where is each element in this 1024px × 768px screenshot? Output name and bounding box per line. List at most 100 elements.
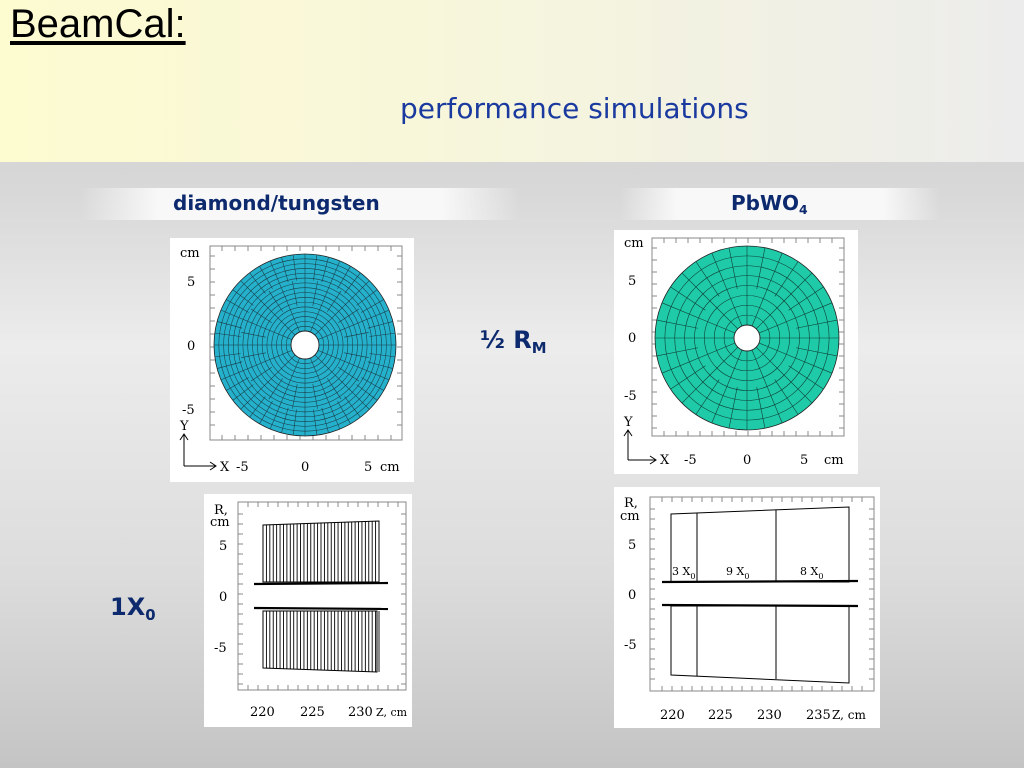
sector-line bbox=[314, 316, 334, 336]
sector-line bbox=[320, 284, 331, 309]
x-tick-label: 230 bbox=[757, 708, 782, 723]
sector-line bbox=[321, 407, 329, 433]
y-tick-label: 0 bbox=[219, 590, 227, 605]
sector-line bbox=[728, 247, 738, 290]
sector-line bbox=[369, 332, 396, 337]
sector-line bbox=[313, 409, 318, 436]
sector-line bbox=[220, 309, 246, 321]
sector-line bbox=[338, 366, 360, 382]
x-tick-label: 220 bbox=[250, 705, 275, 720]
sector-line bbox=[751, 349, 767, 385]
sector-line bbox=[727, 291, 743, 327]
sector-line bbox=[292, 384, 298, 409]
sector-line bbox=[756, 247, 766, 290]
sector-line bbox=[711, 384, 729, 424]
sector-line bbox=[292, 409, 297, 436]
sector-line bbox=[361, 299, 384, 313]
sector-line bbox=[788, 365, 824, 390]
x-unit-label: Z, cm bbox=[376, 706, 408, 719]
y-tick-label: 5 bbox=[628, 274, 636, 289]
sector-line bbox=[695, 261, 720, 297]
x-tick-label: 225 bbox=[300, 705, 325, 720]
y-tick-label: -5 bbox=[624, 389, 637, 404]
half-moliere-radius-label: ½ RM bbox=[480, 326, 547, 357]
sector-line bbox=[711, 346, 739, 374]
sector-line bbox=[281, 407, 289, 433]
sector-line bbox=[326, 378, 342, 400]
axis-arrows-icon bbox=[179, 433, 217, 471]
sector-line bbox=[695, 379, 720, 415]
upper-crystal-section bbox=[670, 506, 850, 583]
sector-line bbox=[292, 254, 297, 281]
sector-line bbox=[364, 369, 390, 381]
sector-line bbox=[268, 378, 284, 400]
x-tick-label: 0 bbox=[743, 453, 751, 468]
slide-title: BeamCal: bbox=[10, 2, 186, 46]
sector-line bbox=[356, 384, 378, 401]
sector-line bbox=[312, 384, 318, 409]
sector-line bbox=[313, 254, 318, 281]
sector-line bbox=[333, 298, 352, 317]
sector-line bbox=[700, 342, 736, 358]
side-view-diamond-tungsten-plot: R, cm 5 0 -5 220 225 230 Z, cm bbox=[204, 494, 412, 727]
y-tick-label: -5 bbox=[624, 638, 637, 653]
sector-line bbox=[341, 360, 366, 371]
sector-line bbox=[337, 266, 351, 289]
sector-line bbox=[361, 377, 384, 391]
sector-line bbox=[279, 284, 290, 309]
sector-line bbox=[765, 384, 783, 424]
x-axis-label: X bbox=[660, 453, 670, 468]
sector-line bbox=[765, 252, 783, 292]
sector-line bbox=[321, 257, 329, 283]
sector-line bbox=[356, 289, 378, 306]
sector-line bbox=[326, 290, 342, 312]
sector-line bbox=[220, 369, 246, 381]
left-heading-band bbox=[80, 188, 520, 220]
y-tick-label: 0 bbox=[187, 339, 195, 354]
sector-line bbox=[670, 365, 706, 390]
sector-line bbox=[367, 321, 393, 329]
beam-pipe-hole bbox=[290, 330, 320, 360]
sector-line bbox=[276, 316, 296, 336]
sector-line bbox=[249, 396, 266, 418]
sector-line bbox=[217, 321, 243, 329]
sector-line bbox=[258, 373, 277, 392]
sector-line bbox=[795, 319, 838, 329]
sector-line bbox=[244, 360, 269, 371]
sector-line bbox=[344, 396, 361, 418]
sector-line bbox=[367, 361, 393, 369]
upper-beam-pipe-line bbox=[253, 581, 389, 586]
sector-line bbox=[661, 302, 701, 320]
sector-line bbox=[350, 280, 370, 300]
sector-line bbox=[681, 272, 712, 303]
y-tick-label: -5 bbox=[214, 641, 227, 656]
right-heading-band bbox=[620, 188, 940, 220]
x-tick-label: 0 bbox=[301, 460, 309, 475]
sector-line bbox=[656, 319, 699, 329]
y-unit-label: cm bbox=[620, 509, 640, 524]
y-unit-label: cm bbox=[210, 515, 230, 530]
x-axis-label: X bbox=[220, 460, 230, 475]
title-banner bbox=[0, 0, 1024, 162]
sector-line bbox=[267, 329, 293, 340]
axis-arrows-icon bbox=[623, 429, 657, 465]
x-tick-label: 235 bbox=[806, 708, 831, 723]
x-unit-label: cm bbox=[824, 453, 844, 468]
sector-line bbox=[788, 286, 824, 311]
sector-line bbox=[774, 379, 799, 415]
x-unit-label: Z, cm bbox=[832, 708, 866, 722]
sector-line bbox=[259, 266, 273, 289]
beam-pipe-hole bbox=[733, 324, 761, 352]
y-tick-label: 5 bbox=[187, 275, 195, 290]
upper-beam-pipe-line bbox=[661, 579, 859, 584]
sector-line bbox=[269, 260, 281, 286]
sector-line bbox=[217, 361, 243, 369]
sector-line bbox=[289, 307, 300, 333]
y-axis-label: Y bbox=[623, 415, 633, 430]
sector-line bbox=[214, 353, 241, 358]
sector-line bbox=[711, 302, 739, 330]
sector-line bbox=[310, 307, 321, 333]
radiation-length-label: 1X0 bbox=[110, 593, 156, 624]
slide-subtitle: performance simulations bbox=[400, 92, 749, 125]
plot-frame bbox=[649, 496, 875, 692]
